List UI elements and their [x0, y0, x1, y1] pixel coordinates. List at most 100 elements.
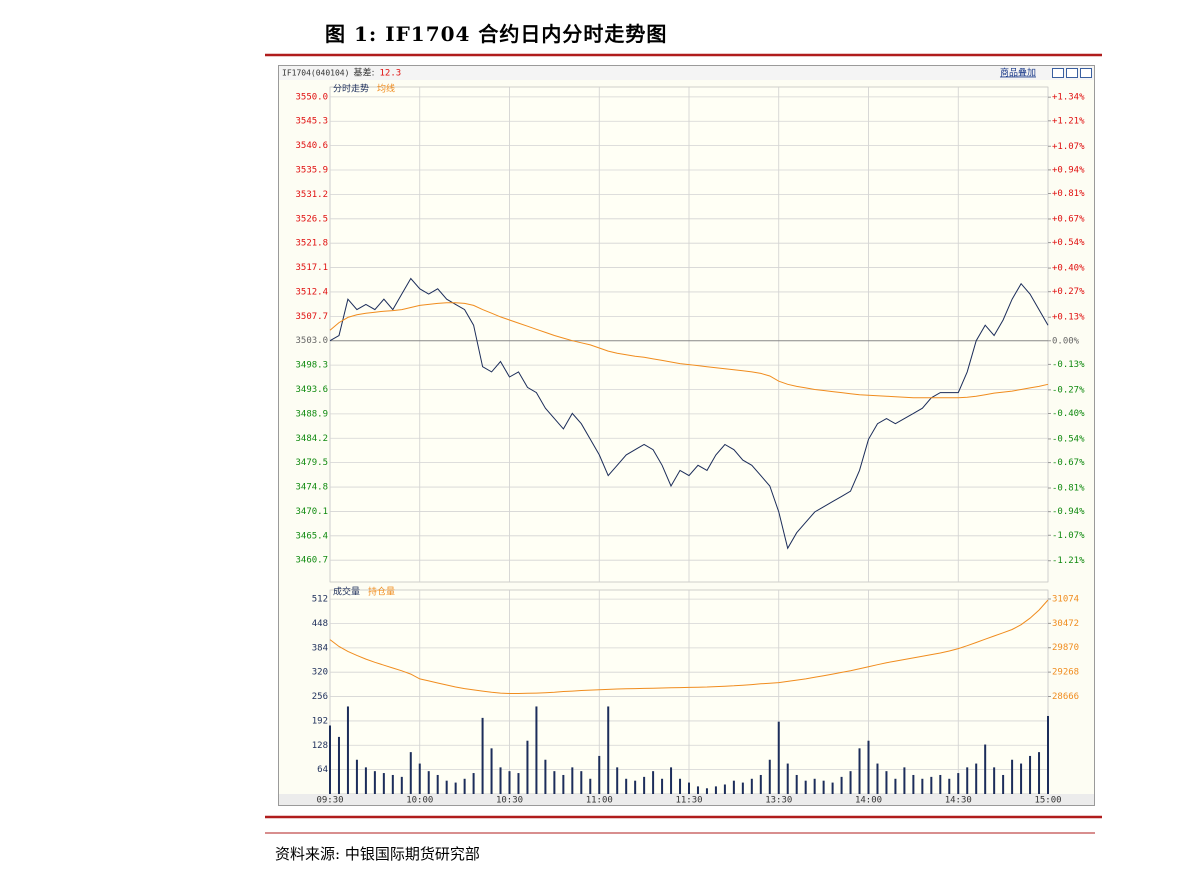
y2-tick-label: -0.94%	[1052, 507, 1085, 517]
volume-bar	[544, 759, 547, 794]
y-tick-label: 3493.6	[295, 385, 328, 395]
volume-bar	[714, 786, 717, 794]
y2-tick-label: -1.21%	[1052, 556, 1085, 566]
x-tick-label: 10:30	[496, 796, 523, 806]
y2-tick-label: 29268	[1052, 668, 1079, 678]
volume-bar	[750, 778, 753, 794]
y2-tick-label: +0.40%	[1052, 264, 1085, 274]
volume-bar	[1029, 755, 1032, 794]
volume-bar	[813, 778, 816, 794]
volume-bar	[741, 782, 744, 794]
y2-tick-label: 0.00%	[1052, 336, 1080, 346]
x-tick-label: 11:00	[586, 796, 613, 806]
volume-bar	[894, 778, 897, 794]
volume-bar	[526, 740, 529, 794]
volume-bar	[1038, 752, 1041, 794]
y-tick-label: 512	[312, 595, 328, 605]
y2-tick-label: -0.27%	[1052, 385, 1085, 395]
overlay-button[interactable]: 商品叠加	[1000, 67, 1036, 79]
volume-bar	[705, 788, 708, 794]
volume-bar	[930, 776, 933, 794]
y2-tick-label: -0.54%	[1052, 434, 1085, 444]
y2-tick-label: -0.67%	[1052, 458, 1085, 468]
series-line	[329, 277, 1049, 550]
y2-tick-label: -1.07%	[1052, 531, 1085, 541]
y-tick-label: 3545.3	[295, 117, 328, 127]
y-tick-label: 3507.7	[295, 312, 328, 322]
volume-bar	[355, 759, 358, 794]
volume-bar	[840, 776, 843, 794]
volume-bar	[858, 748, 861, 794]
y-tick-label: 64	[317, 765, 328, 775]
y-tick-label: 3531.2	[295, 190, 328, 200]
volume-bar	[903, 767, 906, 794]
volume-bar	[975, 763, 978, 794]
x-tick-label: 15:00	[1034, 796, 1061, 806]
y-tick-label: 3540.6	[295, 141, 328, 151]
instrument-code: IF1704(040104)	[282, 69, 349, 78]
volume-bar	[373, 771, 376, 794]
figure-title: 图 1: IF1704 合约日内分时走势图	[325, 22, 668, 46]
volume-bar	[912, 774, 915, 794]
volume-bar	[418, 763, 421, 794]
volume-bar	[463, 778, 466, 794]
volume-bar	[795, 774, 798, 794]
volume-bar	[400, 776, 403, 794]
volume-bar	[786, 763, 789, 794]
y-tick-label: 3503.0	[295, 336, 328, 346]
y-tick-label: 3465.4	[295, 531, 328, 541]
legend-entry: 分时走势	[333, 83, 369, 95]
volume-bar	[688, 782, 690, 794]
y2-tick-label: 30472	[1052, 619, 1079, 629]
volume-bar	[679, 778, 682, 794]
y2-tick-label: +1.07%	[1052, 142, 1085, 152]
volume-bar	[966, 767, 969, 794]
volume-bar	[409, 752, 412, 794]
source-note: 资料来源: 中银国际期货研究部	[275, 845, 480, 863]
volume-bar	[984, 744, 987, 794]
x-tick-label: 09:30	[316, 796, 343, 806]
y2-tick-label: -0.81%	[1052, 484, 1085, 494]
x-tick-label: 14:30	[945, 796, 972, 806]
y-tick-label: 256	[312, 692, 328, 702]
y-tick-label: 320	[312, 668, 328, 678]
series-line	[329, 599, 1049, 694]
y-tick-label: 3479.5	[295, 458, 328, 468]
time-band	[279, 794, 1094, 805]
volume-bar	[1011, 759, 1014, 794]
volume-bar	[661, 778, 664, 794]
volume-bar	[1020, 763, 1023, 794]
volume-bar	[580, 771, 583, 794]
volume-bar	[337, 736, 340, 794]
y2-tick-label: -0.13%	[1052, 360, 1085, 370]
y-tick-label: 384	[312, 643, 328, 653]
volume-bar	[885, 771, 888, 794]
volume-bar	[346, 706, 349, 794]
volume-bar	[490, 748, 493, 794]
x-tick-label: 10:00	[406, 796, 433, 806]
window-buttons[interactable]	[1052, 68, 1092, 78]
y2-tick-label: 29870	[1052, 643, 1079, 653]
y2-tick-label: +0.67%	[1052, 214, 1085, 224]
volume-bar	[598, 755, 601, 794]
volume-bar	[364, 767, 367, 794]
volume-bar	[777, 721, 780, 794]
y2-tick-label: +0.27%	[1052, 287, 1085, 297]
y-tick-label: 3498.3	[295, 361, 328, 371]
x-tick-label: 14:00	[855, 796, 882, 806]
volume-bar	[643, 776, 646, 794]
volume-bar	[607, 706, 610, 794]
y-tick-label: 3474.8	[295, 483, 328, 493]
legend-entry: 成交量	[333, 586, 360, 598]
volume-bar	[696, 786, 699, 794]
legend-entry: 均线	[377, 83, 395, 95]
volume-bar	[670, 767, 673, 794]
basis-label: 基差:	[353, 67, 374, 79]
volume-bar	[921, 778, 924, 794]
y2-tick-label: 31074	[1052, 594, 1079, 604]
y-tick-label: 3517.1	[295, 263, 328, 273]
volume-bar	[993, 767, 996, 794]
volume-bar	[939, 774, 942, 794]
y2-tick-label: +0.94%	[1052, 165, 1085, 175]
